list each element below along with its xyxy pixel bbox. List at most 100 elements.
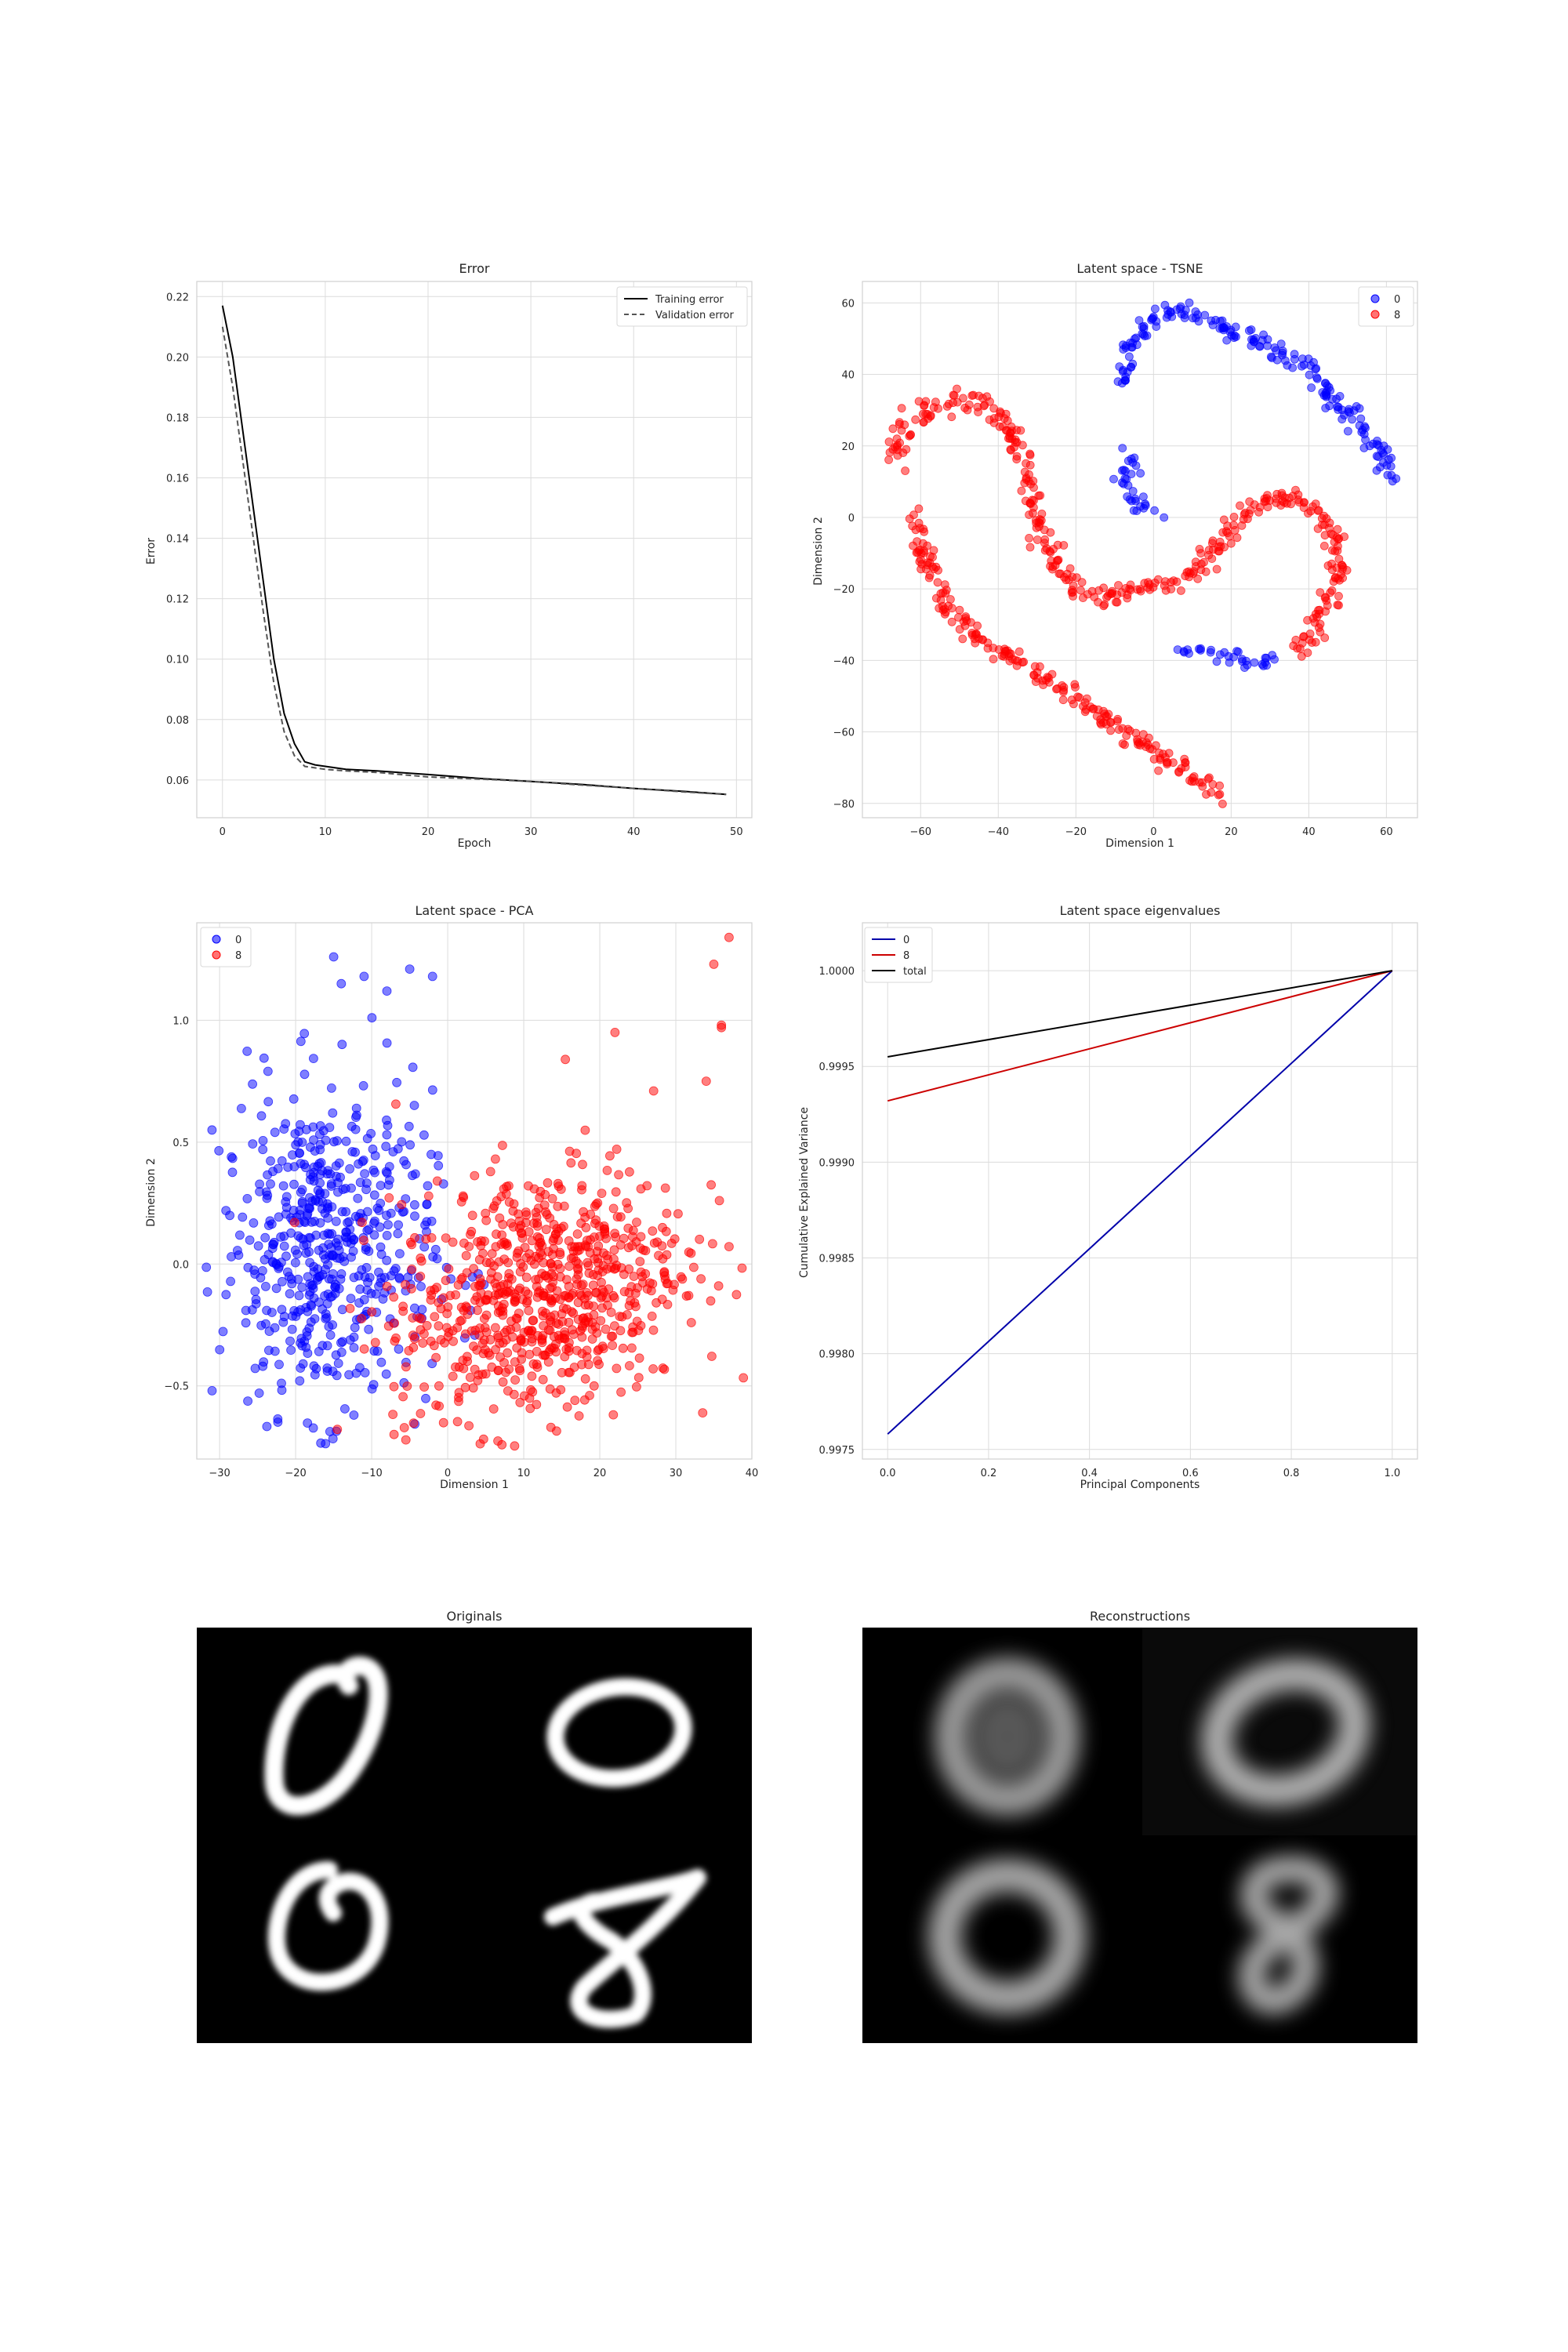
point-class-8	[583, 1317, 593, 1327]
point-class-0	[349, 1343, 359, 1352]
point-class-8	[514, 1308, 524, 1318]
point-class-8	[390, 1336, 400, 1346]
point-class-8	[1029, 477, 1038, 485]
eigenvalues-line-chart: Latent space eigenvalues 0.0 0.2 0.4 0.6 0.8…	[798, 903, 1418, 1491]
point-class-8	[422, 1321, 432, 1330]
point-class-8	[562, 1275, 572, 1285]
axes-frame	[196, 922, 753, 1460]
x-tick-label: 40	[746, 1468, 759, 1479]
point-class-8	[448, 1237, 458, 1247]
point-class-0	[225, 1210, 235, 1221]
point-class-8	[959, 394, 967, 403]
point-class-8	[989, 655, 998, 664]
point-class-8	[531, 1275, 541, 1284]
point-class-8	[961, 612, 971, 621]
point-class-0	[289, 1162, 299, 1171]
point-class-8	[501, 1189, 511, 1199]
point-class-8	[357, 1314, 367, 1323]
point-class-0	[1374, 452, 1383, 461]
point-class-8	[596, 1293, 606, 1303]
point-class-8	[1025, 460, 1035, 470]
y-tick-label: 0.20	[166, 352, 189, 364]
point-class-8	[558, 1303, 568, 1313]
point-class-0	[314, 1272, 324, 1282]
point-class-8	[623, 1223, 633, 1233]
point-class-8	[1196, 560, 1206, 568]
point-class-8	[1154, 766, 1163, 775]
point-class-8	[1272, 489, 1282, 499]
point-class-8	[485, 1167, 495, 1177]
point-class-8	[684, 1247, 694, 1257]
point-class-8	[1073, 573, 1081, 583]
point-class-8	[948, 604, 956, 613]
point-class-0	[325, 1123, 335, 1132]
point-class-8	[1208, 536, 1218, 546]
point-class-0	[292, 1249, 303, 1259]
point-class-8	[419, 1382, 429, 1392]
x-tick-label: 10	[517, 1468, 531, 1479]
point-class-8	[884, 456, 893, 464]
point-class-8	[456, 1197, 466, 1207]
point-class-8	[561, 1054, 570, 1065]
point-class-0	[350, 1323, 360, 1333]
point-class-8	[587, 1334, 597, 1344]
point-class-8	[1303, 648, 1312, 657]
point-class-8	[955, 605, 964, 615]
point-class-0	[1131, 496, 1140, 506]
point-class-8	[540, 1271, 550, 1281]
point-class-0	[262, 1421, 272, 1432]
point-class-8	[532, 1218, 543, 1228]
point-class-0	[427, 971, 437, 982]
point-class-8	[1011, 437, 1020, 447]
point-class-8	[923, 409, 932, 419]
point-class-0	[295, 1120, 305, 1130]
point-class-8	[577, 1348, 587, 1359]
point-class-8	[605, 1151, 615, 1161]
point-class-0	[250, 1287, 260, 1296]
point-class-0	[263, 1250, 274, 1260]
point-class-8	[516, 1221, 526, 1230]
point-class-0	[1139, 492, 1148, 501]
y-tick-label: −20	[833, 584, 855, 596]
point-class-8	[589, 1381, 599, 1391]
point-class-8	[499, 1358, 509, 1367]
point-class-8	[648, 1364, 658, 1374]
point-class-8	[594, 1221, 604, 1231]
point-class-0	[420, 1220, 430, 1230]
point-class-8	[1320, 593, 1330, 602]
point-class-0	[1250, 658, 1259, 667]
point-class-0	[384, 1175, 394, 1185]
x-tick-label: 20	[422, 826, 435, 838]
point-class-0	[1222, 336, 1232, 345]
point-class-8	[565, 1367, 575, 1377]
point-class-0	[370, 1167, 379, 1178]
point-class-0	[294, 1290, 304, 1301]
point-class-0	[408, 1171, 417, 1181]
point-class-8	[434, 1401, 444, 1411]
point-class-8	[540, 1189, 550, 1200]
point-class-0	[382, 1038, 392, 1048]
point-class-0	[361, 1263, 372, 1272]
point-class-0	[1194, 317, 1203, 326]
point-class-0	[1151, 304, 1160, 314]
point-class-8	[559, 1201, 569, 1211]
point-class-8	[1316, 627, 1325, 637]
point-class-0	[1325, 401, 1334, 411]
point-class-8	[1045, 546, 1054, 556]
point-class-0	[374, 1267, 383, 1277]
point-class-0	[376, 1250, 387, 1259]
point-class-8	[532, 1399, 542, 1410]
point-class-8	[401, 1362, 411, 1372]
point-class-8	[562, 1402, 572, 1412]
point-class-8	[538, 1306, 547, 1316]
point-class-0	[1232, 647, 1241, 655]
point-class-8	[434, 1321, 444, 1331]
point-class-8	[495, 1338, 505, 1348]
point-class-8	[480, 1323, 490, 1333]
point-class-8	[491, 1154, 500, 1164]
point-class-8	[1014, 647, 1024, 656]
point-class-0	[1126, 362, 1135, 372]
point-class-0	[336, 1269, 347, 1279]
point-class-0	[1312, 374, 1322, 383]
point-class-8	[677, 1274, 688, 1284]
